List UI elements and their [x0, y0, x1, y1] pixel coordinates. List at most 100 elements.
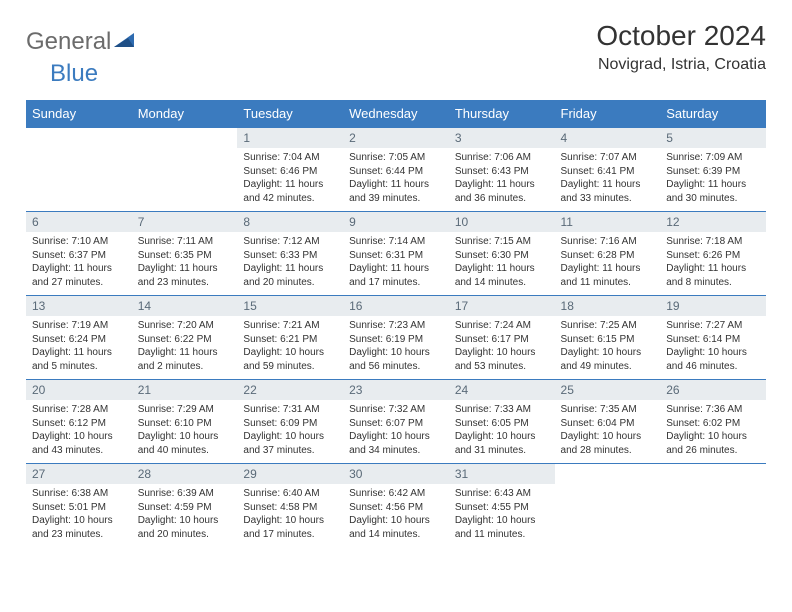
daylight-text-2: and 14 minutes.	[455, 276, 549, 290]
day-number: 3	[449, 128, 555, 148]
sunset-text: Sunset: 5:01 PM	[32, 501, 126, 515]
sunrise-text: Sunrise: 7:09 AM	[666, 151, 760, 165]
daylight-text-2: and 42 minutes.	[243, 192, 337, 206]
day-details: Sunrise: 7:19 AMSunset: 6:24 PMDaylight:…	[26, 316, 132, 379]
calendar-day-cell: 4Sunrise: 7:07 AMSunset: 6:41 PMDaylight…	[555, 128, 661, 212]
sunrise-text: Sunrise: 7:36 AM	[666, 403, 760, 417]
calendar-day-cell: 7Sunrise: 7:11 AMSunset: 6:35 PMDaylight…	[132, 212, 238, 296]
sunset-text: Sunset: 4:59 PM	[138, 501, 232, 515]
calendar-day-cell: 9Sunrise: 7:14 AMSunset: 6:31 PMDaylight…	[343, 212, 449, 296]
sunset-text: Sunset: 6:37 PM	[32, 249, 126, 263]
day-number: 18	[555, 296, 661, 316]
calendar-day-cell: 1Sunrise: 7:04 AMSunset: 6:46 PMDaylight…	[237, 128, 343, 212]
day-details: Sunrise: 7:04 AMSunset: 6:46 PMDaylight:…	[237, 148, 343, 211]
day-number: 20	[26, 380, 132, 400]
col-friday: Friday	[555, 100, 661, 128]
daylight-text-1: Daylight: 10 hours	[666, 346, 760, 360]
day-number: 28	[132, 464, 238, 484]
sunset-text: Sunset: 6:35 PM	[138, 249, 232, 263]
daylight-text-1: Daylight: 11 hours	[32, 262, 126, 276]
sunset-text: Sunset: 6:22 PM	[138, 333, 232, 347]
daylight-text-2: and 33 minutes.	[561, 192, 655, 206]
sunset-text: Sunset: 6:44 PM	[349, 165, 443, 179]
daylight-text-2: and 28 minutes.	[561, 444, 655, 458]
sunrise-text: Sunrise: 7:11 AM	[138, 235, 232, 249]
sunrise-text: Sunrise: 7:14 AM	[349, 235, 443, 249]
day-details: Sunrise: 7:15 AMSunset: 6:30 PMDaylight:…	[449, 232, 555, 295]
sunset-text: Sunset: 6:09 PM	[243, 417, 337, 431]
sunrise-text: Sunrise: 6:38 AM	[32, 487, 126, 501]
sunrise-text: Sunrise: 7:28 AM	[32, 403, 126, 417]
calendar-day-cell: 30Sunrise: 6:42 AMSunset: 4:56 PMDayligh…	[343, 464, 449, 548]
calendar-day-cell: 17Sunrise: 7:24 AMSunset: 6:17 PMDayligh…	[449, 296, 555, 380]
calendar-day-cell: 8Sunrise: 7:12 AMSunset: 6:33 PMDaylight…	[237, 212, 343, 296]
day-details: Sunrise: 7:27 AMSunset: 6:14 PMDaylight:…	[660, 316, 766, 379]
col-sunday: Sunday	[26, 100, 132, 128]
sunrise-text: Sunrise: 6:42 AM	[349, 487, 443, 501]
daylight-text-2: and 53 minutes.	[455, 360, 549, 374]
daylight-text-1: Daylight: 10 hours	[561, 430, 655, 444]
calendar-page: General October 2024 Novigrad, Istria, C…	[0, 0, 792, 568]
calendar-week-row: 27Sunrise: 6:38 AMSunset: 5:01 PMDayligh…	[26, 464, 766, 548]
sunrise-text: Sunrise: 7:06 AM	[455, 151, 549, 165]
daylight-text-1: Daylight: 11 hours	[561, 178, 655, 192]
day-number: 7	[132, 212, 238, 232]
daylight-text-1: Daylight: 10 hours	[455, 430, 549, 444]
daylight-text-1: Daylight: 11 hours	[349, 262, 443, 276]
day-number: 26	[660, 380, 766, 400]
daylight-text-1: Daylight: 10 hours	[243, 514, 337, 528]
calendar-day-cell: ..	[132, 128, 238, 212]
col-wednesday: Wednesday	[343, 100, 449, 128]
daylight-text-2: and 56 minutes.	[349, 360, 443, 374]
calendar-day-cell: 19Sunrise: 7:27 AMSunset: 6:14 PMDayligh…	[660, 296, 766, 380]
calendar-day-cell: 20Sunrise: 7:28 AMSunset: 6:12 PMDayligh…	[26, 380, 132, 464]
daylight-text-1: Daylight: 10 hours	[666, 430, 760, 444]
daylight-text-1: Daylight: 11 hours	[455, 262, 549, 276]
daylight-text-1: Daylight: 10 hours	[455, 514, 549, 528]
calendar-day-cell: 26Sunrise: 7:36 AMSunset: 6:02 PMDayligh…	[660, 380, 766, 464]
sunset-text: Sunset: 6:15 PM	[561, 333, 655, 347]
day-number: 9	[343, 212, 449, 232]
day-number: 16	[343, 296, 449, 316]
sunrise-text: Sunrise: 7:18 AM	[666, 235, 760, 249]
day-details: Sunrise: 7:25 AMSunset: 6:15 PMDaylight:…	[555, 316, 661, 379]
sunrise-text: Sunrise: 7:15 AM	[455, 235, 549, 249]
daylight-text-1: Daylight: 10 hours	[243, 430, 337, 444]
daylight-text-2: and 5 minutes.	[32, 360, 126, 374]
day-details: Sunrise: 7:36 AMSunset: 6:02 PMDaylight:…	[660, 400, 766, 463]
sunset-text: Sunset: 6:02 PM	[666, 417, 760, 431]
sunrise-text: Sunrise: 7:32 AM	[349, 403, 443, 417]
day-details: Sunrise: 7:09 AMSunset: 6:39 PMDaylight:…	[660, 148, 766, 211]
calendar-day-cell: 29Sunrise: 6:40 AMSunset: 4:58 PMDayligh…	[237, 464, 343, 548]
day-details: Sunrise: 7:14 AMSunset: 6:31 PMDaylight:…	[343, 232, 449, 295]
daylight-text-2: and 36 minutes.	[455, 192, 549, 206]
daylight-text-2: and 17 minutes.	[349, 276, 443, 290]
day-number: 19	[660, 296, 766, 316]
sunrise-text: Sunrise: 6:39 AM	[138, 487, 232, 501]
day-details: Sunrise: 7:11 AMSunset: 6:35 PMDaylight:…	[132, 232, 238, 295]
day-number: 1	[237, 128, 343, 148]
day-details: Sunrise: 7:16 AMSunset: 6:28 PMDaylight:…	[555, 232, 661, 295]
sunset-text: Sunset: 6:19 PM	[349, 333, 443, 347]
day-number: 30	[343, 464, 449, 484]
sunrise-text: Sunrise: 7:33 AM	[455, 403, 549, 417]
day-number: 2	[343, 128, 449, 148]
sunrise-text: Sunrise: 7:07 AM	[561, 151, 655, 165]
day-details: Sunrise: 7:35 AMSunset: 6:04 PMDaylight:…	[555, 400, 661, 463]
sunset-text: Sunset: 4:55 PM	[455, 501, 549, 515]
calendar-day-cell: 25Sunrise: 7:35 AMSunset: 6:04 PMDayligh…	[555, 380, 661, 464]
calendar-week-row: 6Sunrise: 7:10 AMSunset: 6:37 PMDaylight…	[26, 212, 766, 296]
day-details: Sunrise: 7:06 AMSunset: 6:43 PMDaylight:…	[449, 148, 555, 211]
daylight-text-2: and 31 minutes.	[455, 444, 549, 458]
daylight-text-1: Daylight: 11 hours	[32, 346, 126, 360]
sunset-text: Sunset: 6:41 PM	[561, 165, 655, 179]
sunset-text: Sunset: 6:05 PM	[455, 417, 549, 431]
daylight-text-1: Daylight: 11 hours	[243, 262, 337, 276]
calendar-day-cell: 31Sunrise: 6:43 AMSunset: 4:55 PMDayligh…	[449, 464, 555, 548]
calendar-day-cell: 15Sunrise: 7:21 AMSunset: 6:21 PMDayligh…	[237, 296, 343, 380]
day-number: 11	[555, 212, 661, 232]
daylight-text-2: and 40 minutes.	[138, 444, 232, 458]
day-details: Sunrise: 6:43 AMSunset: 4:55 PMDaylight:…	[449, 484, 555, 547]
sunrise-text: Sunrise: 7:35 AM	[561, 403, 655, 417]
day-number: 24	[449, 380, 555, 400]
